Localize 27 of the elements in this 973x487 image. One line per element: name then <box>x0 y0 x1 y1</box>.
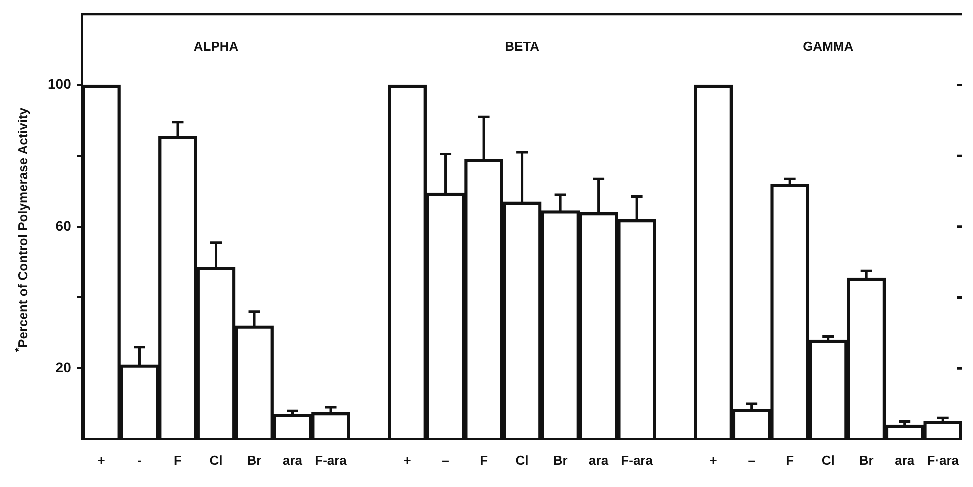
x-tick-label: F-ara <box>621 452 654 468</box>
x-tick-label: Cl <box>210 452 223 468</box>
x-tick-label: – <box>442 452 450 468</box>
x-tick-label: Br <box>247 452 262 468</box>
x-tick-label: Br <box>859 452 874 468</box>
annotation: GAMMA <box>803 38 854 54</box>
y-tick-label: 60 <box>56 218 72 234</box>
y-tick-label: 20 <box>56 359 72 376</box>
x-tick-label: + <box>404 452 412 468</box>
x-tick-label: F·ara <box>927 452 960 468</box>
x-tick-label: F <box>480 452 488 468</box>
x-tick-label: Cl <box>822 452 835 468</box>
x-tick-label: F-ara <box>315 452 348 468</box>
y-tick-label: 100 <box>48 76 72 92</box>
annotation: BETA <box>505 38 540 54</box>
x-tick-label: Cl <box>516 452 529 468</box>
x-tick-label: - <box>138 452 142 468</box>
x-tick-label: ara <box>283 452 304 468</box>
annotation: ALPHA <box>194 38 240 54</box>
x-tick-label: – <box>748 452 756 468</box>
x-tick-label: ara <box>895 452 916 468</box>
x-tick-label: ara <box>589 452 610 468</box>
x-tick-label: F <box>174 452 182 468</box>
x-tick-label: F <box>786 452 794 468</box>
x-tick-label: Br <box>553 452 568 468</box>
x-tick-label: + <box>98 452 106 468</box>
x-tick-label: + <box>710 452 718 468</box>
